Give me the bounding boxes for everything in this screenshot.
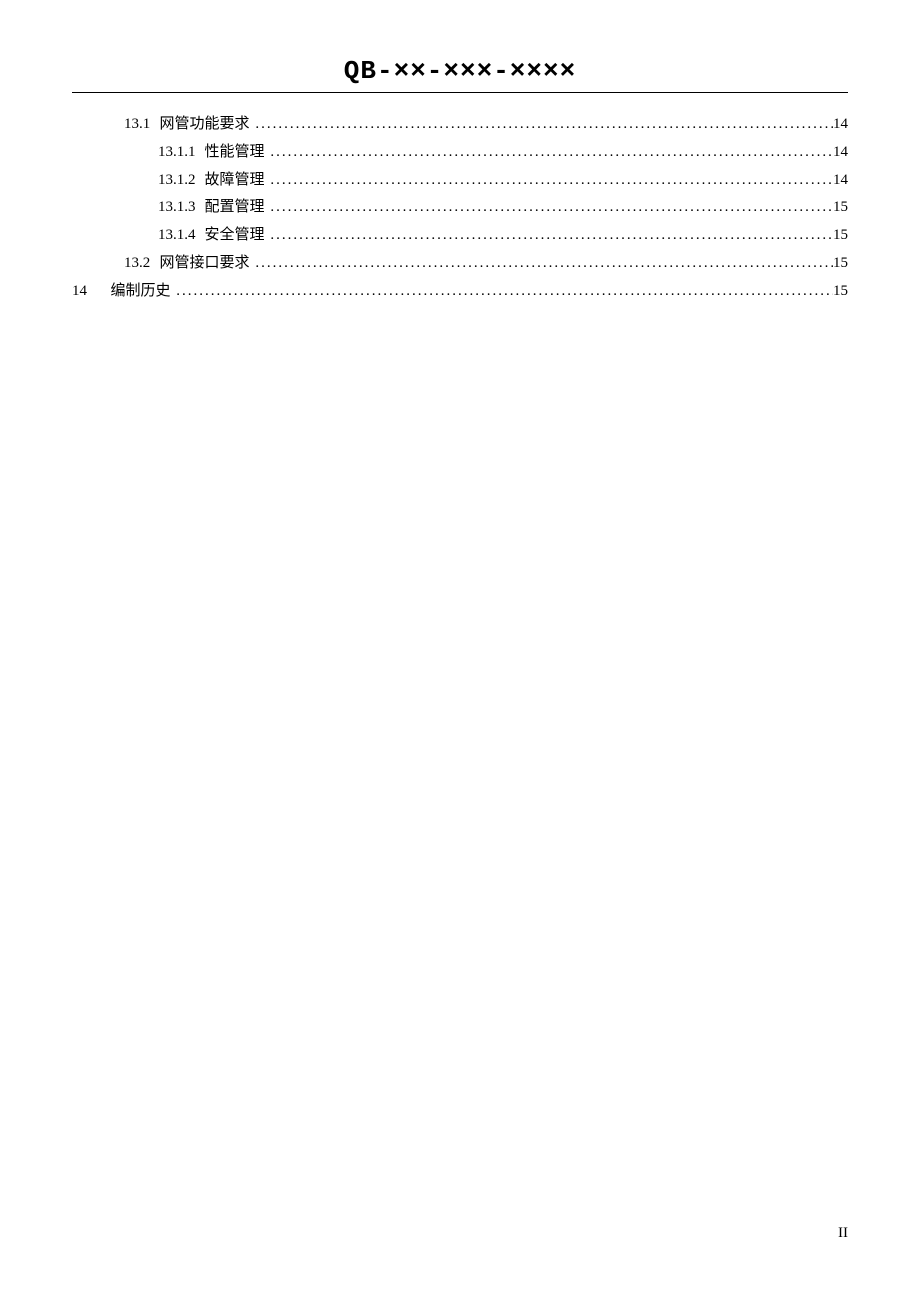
toc-entry-page: 15 <box>833 278 848 306</box>
document-page: QB-××-×××-×××× 13.1 网管功能要求 14 13.1.1 性能管… <box>0 0 920 305</box>
toc-entry-number: 13.1.3 <box>158 194 196 222</box>
toc-entry-page: 15 <box>833 222 848 250</box>
page-number-footer: II <box>838 1225 848 1242</box>
toc-leader <box>253 111 833 139</box>
toc-entry-number: 14 <box>72 278 87 306</box>
toc-entry-title: 网管接口要求 <box>160 250 250 278</box>
toc-entry-page: 14 <box>833 111 848 139</box>
toc-entry-title: 故障管理 <box>205 167 265 195</box>
toc-entry: 13.1.4 安全管理 15 <box>72 222 848 250</box>
toc-entry-number: 13.1.2 <box>158 167 196 195</box>
toc-entry: 13.1.1 性能管理 14 <box>72 139 848 167</box>
toc-entry-page: 14 <box>833 139 848 167</box>
toc-entry: 13.1.2 故障管理 14 <box>72 167 848 195</box>
toc-entry-number: 13.1.1 <box>158 139 196 167</box>
toc-entry: 13.2 网管接口要求 15 <box>72 250 848 278</box>
toc-leader <box>268 167 833 195</box>
doc-header-code: QB-××-×××-×××× <box>72 56 848 92</box>
table-of-contents: 13.1 网管功能要求 14 13.1.1 性能管理 14 13.1.2 故障管… <box>72 111 848 305</box>
toc-entry-page: 14 <box>833 167 848 195</box>
toc-entry: 14 编制历史 15 <box>72 278 848 306</box>
toc-leader <box>268 222 833 250</box>
toc-entry-title: 配置管理 <box>205 194 265 222</box>
toc-entry: 13.1.3 配置管理 15 <box>72 194 848 222</box>
toc-entry-page: 15 <box>833 194 848 222</box>
toc-entry-title: 编制历史 <box>110 278 170 306</box>
header-rule <box>72 92 848 93</box>
toc-leader <box>174 278 833 306</box>
toc-entry-title: 安全管理 <box>205 222 265 250</box>
toc-entry: 13.1 网管功能要求 14 <box>72 111 848 139</box>
toc-leader <box>268 194 833 222</box>
toc-entry-title: 网管功能要求 <box>160 111 250 139</box>
toc-entry-number: 13.1 <box>124 111 150 139</box>
toc-entry-page: 15 <box>833 250 848 278</box>
toc-entry-number: 13.1.4 <box>158 222 196 250</box>
toc-leader <box>268 139 833 167</box>
toc-entry-number: 13.2 <box>124 250 150 278</box>
toc-leader <box>253 250 833 278</box>
toc-entry-title: 性能管理 <box>205 139 265 167</box>
